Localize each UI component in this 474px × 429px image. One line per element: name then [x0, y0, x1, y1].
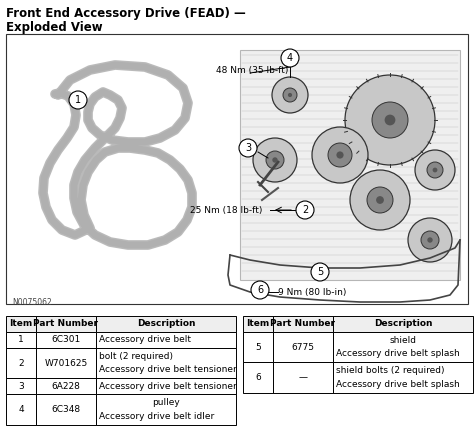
Circle shape: [427, 162, 443, 178]
Circle shape: [350, 170, 410, 230]
Text: Front End Accessory Drive (FEAD) —: Front End Accessory Drive (FEAD) —: [6, 7, 246, 20]
Bar: [6, 316, 36, 332]
Bar: [240, 50, 460, 280]
Circle shape: [367, 187, 393, 213]
Circle shape: [253, 138, 297, 182]
Circle shape: [266, 151, 284, 169]
Text: 3: 3: [245, 143, 251, 153]
Bar: [273, 316, 333, 332]
Text: Item: Item: [9, 320, 33, 329]
Bar: [36, 316, 96, 332]
Text: 2: 2: [302, 205, 308, 215]
Text: W701625: W701625: [45, 359, 88, 368]
Text: Exploded View: Exploded View: [6, 21, 103, 34]
Circle shape: [328, 143, 352, 167]
Text: Part Number: Part Number: [271, 320, 336, 329]
Bar: [6, 378, 36, 394]
Text: Accessory drive belt splash: Accessory drive belt splash: [336, 380, 460, 389]
Bar: [333, 363, 473, 393]
Circle shape: [415, 150, 455, 190]
Text: 3: 3: [18, 382, 24, 391]
Bar: [243, 363, 273, 393]
Text: 5: 5: [255, 343, 261, 352]
Circle shape: [372, 102, 408, 138]
Circle shape: [376, 196, 384, 204]
Text: 1: 1: [75, 95, 81, 105]
Circle shape: [345, 75, 435, 165]
Text: Accessory drive belt idler: Accessory drive belt idler: [99, 412, 214, 421]
Text: —: —: [299, 373, 308, 382]
Circle shape: [433, 168, 438, 172]
Text: 6C348: 6C348: [52, 405, 81, 414]
Circle shape: [251, 281, 269, 299]
Bar: [243, 332, 273, 363]
Bar: [96, 394, 236, 425]
Circle shape: [337, 151, 344, 159]
Circle shape: [384, 115, 395, 125]
Text: 6: 6: [255, 373, 261, 382]
Bar: [36, 332, 96, 348]
Circle shape: [239, 139, 257, 157]
Bar: [36, 378, 96, 394]
Text: Accessory drive belt: Accessory drive belt: [99, 335, 191, 344]
Bar: [333, 332, 473, 363]
Circle shape: [296, 201, 314, 219]
Text: pulley: pulley: [152, 399, 180, 408]
Text: 2: 2: [18, 359, 24, 368]
Text: 6775: 6775: [292, 343, 315, 352]
Text: 6A228: 6A228: [52, 382, 81, 391]
Text: 4: 4: [287, 53, 293, 63]
Bar: [96, 332, 236, 348]
Bar: [6, 394, 36, 425]
Bar: [96, 316, 236, 332]
Bar: [96, 378, 236, 394]
Circle shape: [281, 49, 299, 67]
Text: N0075062: N0075062: [12, 298, 52, 307]
Text: 25 Nm (18 lb-ft): 25 Nm (18 lb-ft): [190, 205, 263, 214]
Text: 6: 6: [257, 285, 263, 295]
Text: shield bolts (2 required): shield bolts (2 required): [336, 366, 445, 375]
Circle shape: [312, 127, 368, 183]
Circle shape: [272, 157, 278, 163]
Text: 4: 4: [18, 405, 24, 414]
Text: 6C301: 6C301: [51, 335, 81, 344]
Text: shield: shield: [390, 336, 417, 345]
Bar: [273, 363, 333, 393]
Text: 5: 5: [317, 267, 323, 277]
Bar: [6, 34, 468, 304]
Text: Part Number: Part Number: [34, 320, 99, 329]
Text: 48 Nm (35 lb-ft): 48 Nm (35 lb-ft): [216, 66, 288, 75]
Circle shape: [272, 77, 308, 113]
Bar: [36, 348, 96, 378]
Circle shape: [408, 218, 452, 262]
Bar: [6, 332, 36, 348]
Text: 9 Nm (80 lb-in): 9 Nm (80 lb-in): [278, 287, 346, 296]
Text: Accessory drive belt tensioner: Accessory drive belt tensioner: [99, 382, 237, 391]
Bar: [273, 332, 333, 363]
Text: Accessory drive belt tensioner: Accessory drive belt tensioner: [99, 366, 237, 375]
Circle shape: [427, 237, 433, 243]
Text: Description: Description: [374, 320, 432, 329]
Text: Accessory drive belt splash: Accessory drive belt splash: [336, 349, 460, 358]
Bar: [333, 316, 473, 332]
Bar: [96, 348, 236, 378]
Circle shape: [69, 91, 87, 109]
Bar: [36, 394, 96, 425]
Bar: [243, 316, 273, 332]
Text: (Continued): (Continued): [6, 417, 59, 426]
Circle shape: [288, 93, 292, 97]
Circle shape: [283, 88, 297, 102]
Text: bolt (2 required): bolt (2 required): [99, 352, 173, 361]
Text: Item: Item: [246, 320, 270, 329]
Text: Description: Description: [137, 320, 195, 329]
Circle shape: [311, 263, 329, 281]
Bar: [6, 348, 36, 378]
Circle shape: [421, 231, 439, 249]
Text: 1: 1: [18, 335, 24, 344]
